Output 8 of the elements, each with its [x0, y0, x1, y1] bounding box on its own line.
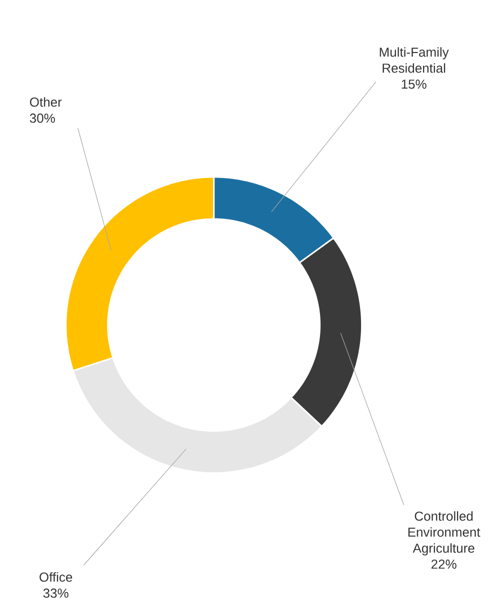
data-label: 33% — [43, 588, 68, 598]
slice-label: Other — [30, 97, 62, 107]
slice-label: Office — [40, 572, 72, 582]
data-label: 15% — [402, 80, 426, 89]
slice-label: Multi-Family Residential — [380, 47, 449, 73]
data-label: 22% — [432, 560, 456, 569]
slice-label: Controlled Environment Agriculture — [408, 511, 480, 556]
data-label: 30% — [30, 114, 56, 123]
